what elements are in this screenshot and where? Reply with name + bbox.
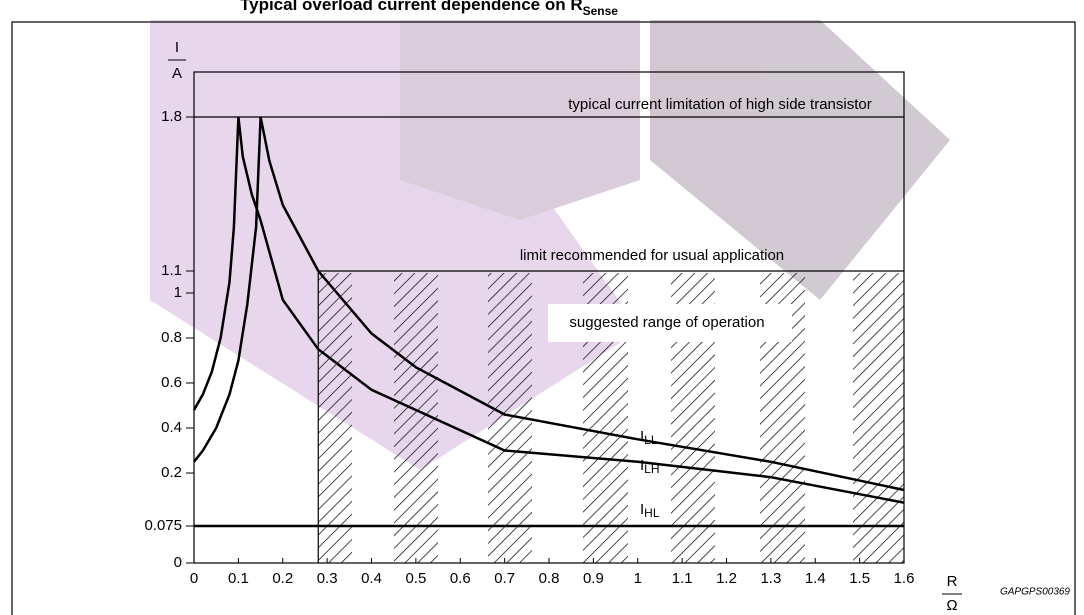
x-tick-label: 0: [190, 570, 198, 587]
y-axis-unit: A: [172, 65, 182, 82]
x-tick-label: 1.4: [805, 570, 826, 587]
x-tick-label: 0.4: [361, 570, 382, 587]
y-tick-label: 0.2: [161, 464, 182, 481]
curve-label: ILL: [640, 428, 658, 447]
curve-label-sub: HL: [644, 506, 660, 520]
reference-label: typical current limitation of high side …: [568, 96, 871, 113]
x-tick-label: 1: [634, 570, 642, 587]
curve-label-sub: LH: [644, 462, 659, 476]
operating-region: [318, 273, 904, 563]
curve-label-main: I: [640, 501, 644, 518]
x-tick-label: 1.5: [849, 570, 870, 587]
y-tick-label: 0.8: [161, 329, 182, 346]
x-tick-label: 0.5: [405, 570, 426, 587]
x-tick-label: 1.2: [716, 570, 737, 587]
hatch-band: [853, 273, 904, 563]
x-tick-label: 0.8: [539, 570, 560, 587]
hatch-band: [318, 273, 352, 563]
x-tick-label: 0.3: [317, 570, 338, 587]
curve-label-sub: LL: [644, 433, 658, 447]
x-axis-unit: Ω: [946, 597, 957, 614]
figure-frame: [11, 21, 1076, 615]
x-tick-label: 0.1: [228, 570, 249, 587]
curve-label: IHL: [640, 501, 660, 520]
curve-label: ILH: [640, 457, 660, 476]
x-tick-label: 0.7: [494, 570, 515, 587]
y-axis-label: I: [175, 39, 179, 56]
y-tick-label: 1.8: [161, 108, 182, 125]
watermark: [150, 20, 950, 470]
x-tick-label: 1.1: [672, 570, 693, 587]
label-box: [548, 304, 792, 342]
chart-title: Typical overload current dependence on R…: [240, 0, 618, 18]
x-tick-label: 1.3: [760, 570, 781, 587]
region-top-label: limit recommended for usual application: [520, 247, 784, 264]
x-axis-label: R: [947, 573, 958, 590]
y-tick-label: 1.1: [161, 262, 182, 279]
y-tick-label: 0: [174, 554, 182, 571]
curve: [193, 116, 905, 492]
x-tick-label: 0.2: [272, 570, 293, 587]
y-tick-label: 0.6: [161, 374, 182, 391]
y-tick-label: 0.075: [144, 517, 182, 534]
y-tick-label: 1: [174, 284, 182, 301]
footnote: GAPGPS00369: [1000, 587, 1070, 598]
x-tick-label: 0.9: [583, 570, 604, 587]
curve-label-main: I: [640, 457, 644, 474]
y-tick-label: 0.4: [161, 419, 182, 436]
curve-label-main: I: [640, 428, 644, 445]
x-tick-label: 0.6: [450, 570, 471, 587]
x-tick-label: 1.6: [894, 570, 915, 587]
region-label: suggested range of operation: [569, 314, 764, 331]
